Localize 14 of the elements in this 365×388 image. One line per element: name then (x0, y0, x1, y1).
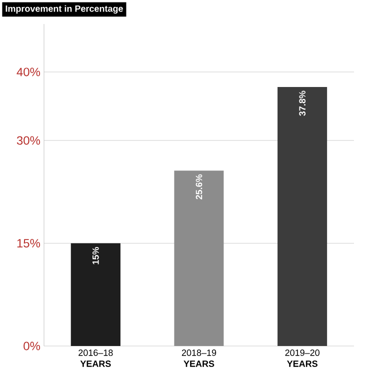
y-tick-label: 40% (16, 68, 40, 76)
x-tick-label: 2016–18 YEARS (78, 350, 113, 367)
y-tick-label: 0% (24, 342, 40, 350)
y-tick-label: 30% (16, 136, 40, 145)
x-tick-label: 2018–19 YEARS (182, 350, 216, 367)
bar (174, 170, 224, 346)
bar (278, 87, 328, 346)
bar (70, 243, 120, 346)
data-label: 37.8% (299, 90, 306, 116)
chart-title: Improvement in Percentage (6, 5, 123, 14)
data-label: 15% (92, 247, 99, 264)
x-tick-label: 2019–20 YEARS (285, 350, 320, 367)
y-tick-label: 15% (17, 239, 40, 248)
data-label: 25.6% (196, 174, 202, 200)
